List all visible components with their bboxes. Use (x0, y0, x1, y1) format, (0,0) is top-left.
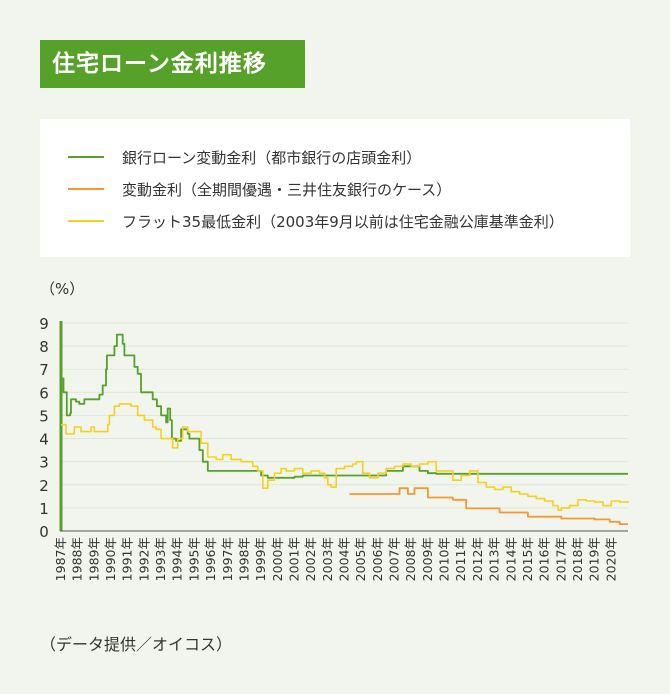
legend-swatch-orange (68, 188, 104, 190)
x-tick-label: 2009年 (420, 537, 435, 581)
x-tick-label: 1996年 (203, 537, 218, 581)
x-tick-label: 1992年 (136, 537, 151, 581)
y-tick-label: 4 (39, 431, 49, 449)
x-tick-label: 1989年 (86, 537, 101, 581)
legend: 銀行ローン変動金利（都市銀行の店頭金利） 変動金利（全期間優遇・三井住友銀行のケ… (40, 119, 630, 257)
x-tick-label: 2002年 (303, 537, 318, 581)
legend-label: 銀行ローン変動金利（都市銀行の店頭金利） (122, 148, 422, 167)
series-line-1 (61, 333, 628, 479)
legend-item-smbc-variable: 変動金利（全期間優遇・三井住友銀行のケース） (68, 179, 451, 199)
series-line-2 (349, 487, 628, 525)
x-tick-label: 2020年 (603, 537, 618, 581)
x-tick-label: 2000年 (270, 537, 285, 581)
x-tick-label: 2006年 (370, 537, 385, 581)
y-axis-unit-label: （%） (40, 280, 85, 298)
legend-swatch-yellow (68, 220, 104, 222)
x-tick-label: 2003年 (320, 537, 335, 581)
x-tick-label: 1991年 (120, 537, 135, 581)
x-tick-label: 2012年 (470, 537, 485, 581)
x-tick-label: 2011年 (453, 537, 468, 581)
x-tick-label: 2007年 (387, 537, 402, 581)
x-tick-label: 1994年 (170, 537, 185, 581)
y-tick-label: 3 (39, 454, 49, 472)
x-tick-label: 2015年 (520, 537, 535, 581)
x-tick-label: 1990年 (103, 537, 118, 581)
x-tick-label: 1997年 (220, 537, 235, 581)
legend-swatch-green (68, 156, 104, 158)
legend-label: 変動金利（全期間優遇・三井住友銀行のケース） (122, 180, 452, 199)
x-tick-label: 1988年 (70, 537, 85, 581)
x-tick-label: 2017年 (553, 537, 568, 581)
x-tick-label: 2001年 (286, 537, 301, 581)
line-chart: 0 1 2 3 4 5 6 7 8 9 1987年 1988年 1989年 1990年 1991年 1992年… (39, 315, 629, 581)
y-tick-label: 7 (39, 361, 49, 379)
legend-label: フラット35最低金利（2003年9月以前は住宅金融公庫基準金利） (122, 212, 564, 231)
x-tick-label: 2013年 (487, 537, 502, 581)
chart-title: 住宅ローン金利推移 (40, 40, 305, 88)
data-source-note: （データ提供／オイコス） (40, 635, 233, 654)
y-tick-label: 9 (39, 315, 49, 333)
legend-item-flat35: フラット35最低金利（2003年9月以前は住宅金融公庫基準金利） (68, 211, 564, 231)
x-tick-label: 1999年 (253, 537, 268, 581)
x-tick-label: 2004年 (337, 537, 352, 581)
x-tick-label: 1995年 (186, 537, 201, 581)
x-tick-label: 2016年 (537, 537, 552, 581)
x-tick-label: 1993年 (153, 537, 168, 581)
y-tick-label: 2 (39, 477, 49, 495)
x-tick-label: 2008年 (403, 537, 418, 581)
y-tick-label: 6 (39, 384, 49, 402)
x-tick-label: 2018年 (570, 537, 585, 581)
legend-item-bank-variable: 銀行ローン変動金利（都市銀行の店頭金利） (68, 147, 421, 167)
x-tick-label: 2019年 (587, 537, 602, 581)
y-tick-label: 8 (39, 338, 49, 356)
x-tick-label: 2014年 (503, 537, 518, 581)
x-tick-label: 1998年 (236, 537, 251, 581)
y-tick-label: 0 (39, 523, 49, 541)
x-tick-label: 1987年 (53, 537, 68, 581)
y-tick-label: 1 (39, 500, 49, 518)
series-line-3 (61, 403, 629, 511)
x-tick-label: 2010年 (437, 537, 452, 581)
y-tick-label: 5 (39, 407, 49, 425)
x-tick-label: 2005年 (353, 537, 368, 581)
